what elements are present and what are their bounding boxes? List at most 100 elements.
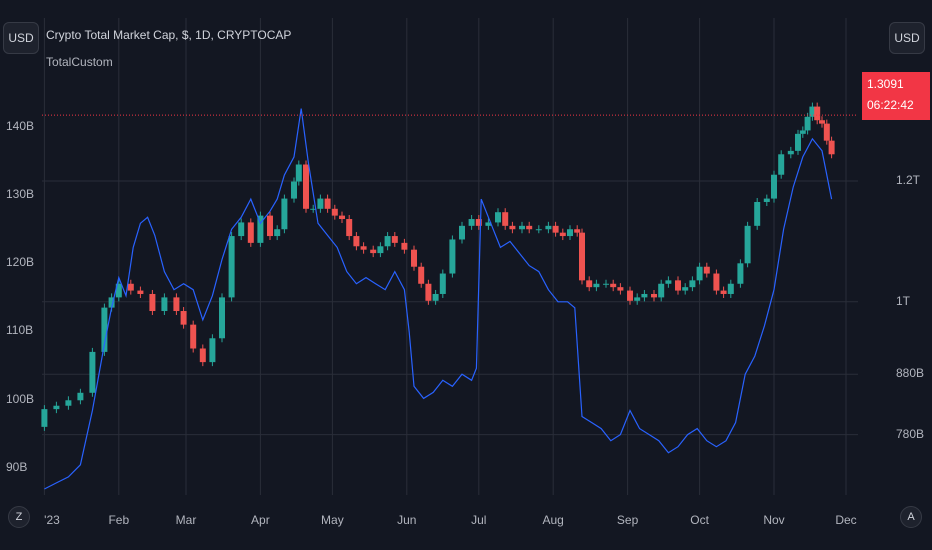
- candle-2: [65, 400, 72, 406]
- candle-30: [324, 198, 331, 209]
- time-tick-label: Aug: [542, 513, 564, 527]
- time-tick-label: Jul: [471, 513, 487, 527]
- candle-49: [475, 219, 482, 226]
- candle-10: [149, 293, 156, 312]
- candle-14: [190, 324, 197, 349]
- candle-47: [459, 225, 465, 240]
- right-tick-label: 1.2T: [896, 173, 921, 188]
- candle-29: [317, 198, 324, 209]
- candle-73: [665, 280, 672, 284]
- zoom-button[interactable]: Z: [8, 506, 30, 528]
- candle-36: [370, 249, 377, 254]
- candle-32: [339, 215, 345, 220]
- candle-27: [303, 164, 309, 209]
- candle-28: [310, 208, 317, 210]
- candle-94: [819, 120, 825, 124]
- right-tick-label: 1T: [896, 293, 911, 308]
- right-tick-label: 880B: [896, 366, 925, 381]
- candle-53: [509, 225, 516, 230]
- candle-76: [689, 280, 696, 288]
- chart-title: Crypto Total Market Cap, $, 1D, CRYPTOCA…: [46, 28, 292, 42]
- left-tick-label: 110B: [6, 323, 34, 338]
- candle-72: [658, 283, 665, 298]
- candle-6: [108, 297, 115, 308]
- candle-17: [219, 297, 225, 339]
- candle-50: [485, 222, 492, 226]
- left-tick-label: 120B: [6, 255, 35, 270]
- time-tick-label: '23: [44, 513, 60, 527]
- left-tick-label: 100B: [6, 391, 35, 406]
- candle-48: [468, 219, 475, 226]
- left-tick-label: 90B: [6, 459, 28, 474]
- left-tick-label: 130B: [6, 187, 35, 202]
- candle-88: [787, 150, 794, 155]
- candle-93: [814, 106, 821, 121]
- time-tick-label: Mar: [175, 513, 197, 527]
- candle-12: [173, 297, 180, 312]
- candle-34: [353, 236, 360, 247]
- candle-85: [763, 198, 770, 202]
- candle-92: [809, 106, 816, 117]
- candle-61: [574, 229, 581, 233]
- candle-3: [77, 392, 84, 401]
- candle-67: [617, 287, 624, 291]
- candle-66: [610, 283, 617, 288]
- candle-62: [579, 232, 585, 281]
- candle-38: [384, 236, 391, 247]
- time-tick-label: Nov: [763, 513, 785, 527]
- candle-43: [425, 283, 432, 301]
- candle-39: [391, 236, 398, 243]
- bar-countdown: 06:22:42: [867, 98, 914, 112]
- candle-81: [727, 283, 734, 294]
- candle-95: [823, 123, 830, 141]
- candle-55: [526, 225, 533, 230]
- auto-scale-button[interactable]: A: [900, 506, 922, 528]
- candle-24: [281, 198, 288, 230]
- candle-1: [53, 405, 60, 410]
- candle-75: [682, 287, 689, 291]
- candle-60: [567, 229, 573, 237]
- candle-7: [115, 283, 122, 298]
- candle-25: [291, 181, 297, 199]
- time-tick-label: Feb: [108, 513, 130, 527]
- candle-80: [720, 290, 727, 294]
- candle-37: [377, 246, 384, 254]
- candle-78: [703, 266, 710, 274]
- candle-series: [41, 102, 835, 431]
- indicator-name[interactable]: TotalCustom: [46, 55, 113, 69]
- candle-79: [713, 273, 720, 291]
- candle-11: [161, 297, 168, 312]
- time-tick-label: Apr: [251, 513, 270, 527]
- left-tick-label: 140B: [6, 119, 35, 134]
- candle-18: [228, 236, 235, 298]
- candle-77: [696, 266, 703, 281]
- time-tick-label: Dec: [835, 513, 857, 527]
- candle-83: [744, 225, 751, 264]
- candle-54: [519, 225, 525, 230]
- candle-31: [331, 208, 338, 216]
- candle-90: [799, 130, 806, 134]
- currency-button-right[interactable]: USD: [889, 22, 925, 54]
- candle-22: [267, 215, 273, 237]
- candle-52: [502, 212, 509, 226]
- candle-96: [828, 140, 835, 155]
- candle-41: [411, 249, 417, 267]
- candle-82: [737, 263, 744, 284]
- candle-87: [778, 154, 785, 175]
- time-tick-label: Oct: [690, 513, 709, 527]
- right-tick-label: 780B: [896, 426, 925, 441]
- candle-91: [804, 116, 811, 131]
- candle-45: [439, 273, 446, 294]
- candle-35: [360, 246, 367, 250]
- currency-button-left[interactable]: USD: [3, 22, 39, 54]
- candle-40: [401, 242, 408, 250]
- candle-69: [634, 297, 641, 301]
- candle-19: [238, 222, 245, 237]
- candle-58: [552, 225, 559, 233]
- candle-74: [675, 280, 681, 291]
- custom-line: [44, 108, 833, 490]
- candle-89: [795, 133, 801, 151]
- price-label: 1.3091 06:22:42: [862, 72, 930, 120]
- candle-26: [295, 164, 302, 182]
